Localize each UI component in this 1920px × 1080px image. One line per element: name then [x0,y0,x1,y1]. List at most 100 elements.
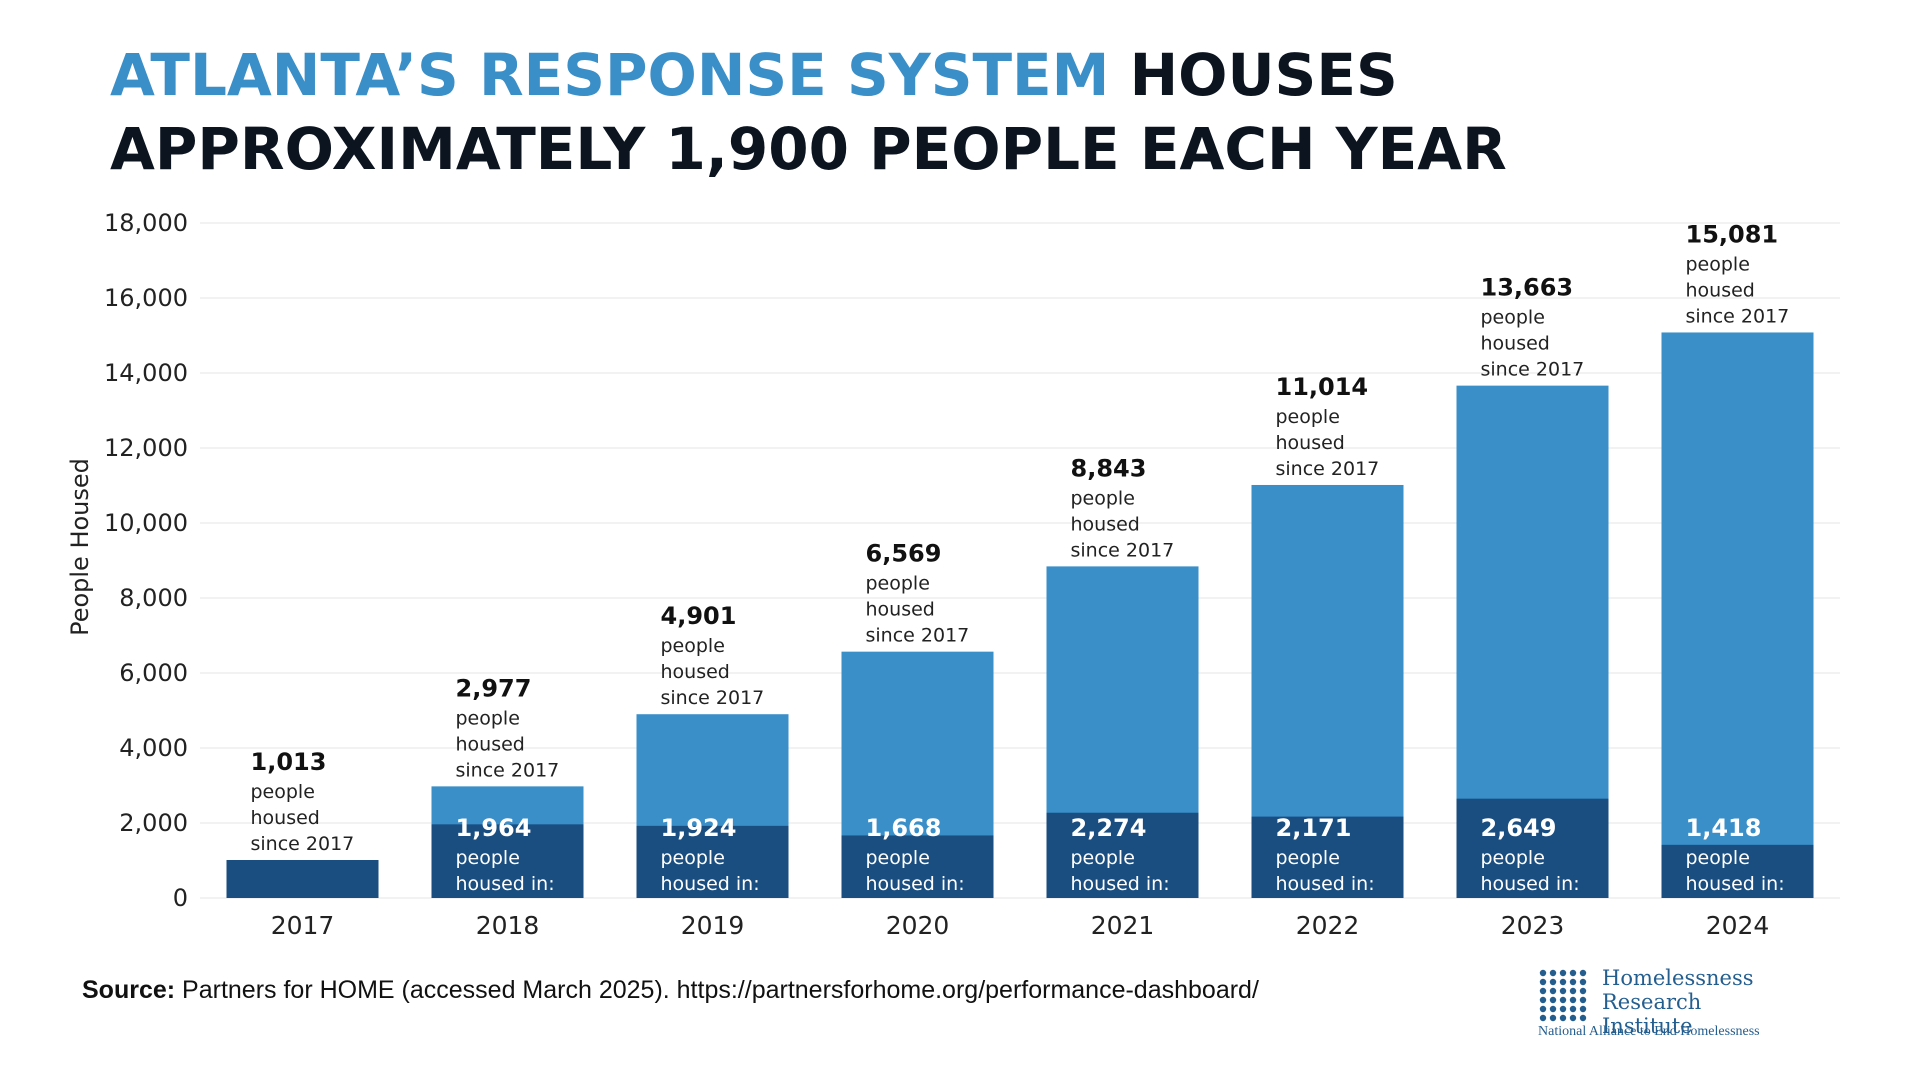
yearly-caption: people [661,847,725,869]
y-tick-label: 6,000 [119,659,188,687]
bar-yearly [431,824,584,898]
cumulative-caption: since 2017 [661,687,765,709]
bar-yearly [226,860,379,898]
logo-dot [1569,1005,1577,1013]
bar-yearly [1661,844,1814,898]
yearly-caption: housed in: [1276,873,1375,895]
yearly-value-label: 2,649 [1481,814,1557,842]
cumulative-caption: people [1071,487,1135,509]
cumulative-caption: people [866,573,930,595]
source-text: Partners for HOME (accessed March 2025).… [175,976,1259,1004]
source-label: Source: [82,976,176,1004]
cumulative-caption: people [661,635,725,657]
logo-dot [1539,987,1547,995]
cumulative-value-label: 4,901 [661,602,737,630]
x-tick-label: 2021 [1091,911,1155,940]
cumulative-caption: housed [866,599,935,621]
logo-dot [1539,969,1547,977]
logo-dot [1569,1014,1577,1022]
y-tick-label: 8,000 [119,584,188,612]
logo-name: Homelessness Research Institute [1602,966,1798,1038]
cumulative-caption: people [1276,406,1340,428]
x-tick-label: 2023 [1501,911,1565,940]
cumulative-value-label: 13,663 [1481,274,1574,302]
logo-dot [1579,987,1587,995]
yearly-caption: people [866,847,930,869]
x-tick-label: 2018 [476,911,540,940]
cumulative-caption: since 2017 [456,759,560,781]
cumulative-value-label: 6,569 [866,540,942,568]
logo-dot [1559,996,1567,1004]
logo-dot [1549,969,1557,977]
logo-dot [1559,1005,1567,1013]
cumulative-caption: since 2017 [1481,359,1585,381]
logo-dot [1539,1014,1547,1022]
cumulative-caption: housed [661,661,730,683]
title-accent: ATLANTA’S RESPONSE SYSTEM [110,41,1110,109]
x-tick-label: 2022 [1296,911,1360,940]
yearly-caption: people [1071,847,1135,869]
cumulative-value-label: 1,013 [251,748,327,776]
logo-dot [1549,1014,1557,1022]
yearly-caption: housed in: [1071,873,1170,895]
logo-dot [1579,1014,1587,1022]
logo-dot [1569,978,1577,986]
cumulative-caption: people [1481,307,1545,329]
bar-yearly [1456,798,1609,898]
cumulative-caption: housed [1481,333,1550,355]
yearly-caption: housed in: [866,873,965,895]
title-line2: APPROXIMATELY 1,900 PEOPLE EACH YEAR [110,115,1507,183]
y-tick-label: 12,000 [104,434,188,462]
logo-dot [1549,1005,1557,1013]
logo-dot [1569,996,1577,1004]
bar-yearly [1251,816,1404,898]
yearly-caption: housed in: [1686,873,1785,895]
logo-name-line2: Research Institute [1602,990,1702,1038]
yearly-value-label: 1,668 [866,814,942,842]
y-tick-label: 2,000 [119,809,188,837]
yearly-caption: people [1276,847,1340,869]
cumulative-value-label: 11,014 [1276,373,1369,401]
yearly-value-label: 1,924 [661,814,737,842]
cumulative-value-label: 2,977 [456,674,532,702]
bar-yearly [1046,812,1199,898]
y-tick-label: 18,000 [104,209,188,237]
y-tick-label: 0 [173,884,188,912]
yearly-caption: people [1481,847,1545,869]
logo-dot [1549,978,1557,986]
hri-logo: Homelessness Research Institute National… [1538,962,1798,1052]
yearly-caption: people [456,847,520,869]
logo-dot [1559,978,1567,986]
logo-dot [1559,1014,1567,1022]
yearly-caption: housed in: [456,873,555,895]
source-note: Source: Partners for HOME (accessed Marc… [82,976,1259,1005]
yearly-caption: people [1686,847,1750,869]
chart-title: ATLANTA’S RESPONSE SYSTEM HOUSES APPROXI… [110,38,1507,186]
logo-dot [1549,987,1557,995]
logo-dot [1579,978,1587,986]
cumulative-caption: since 2017 [866,625,970,647]
cumulative-caption: people [456,707,520,729]
cumulative-caption: since 2017 [1686,305,1790,327]
cumulative-caption: people [251,781,315,803]
cumulative-caption: housed [456,733,525,755]
bar-cumulative [1661,332,1814,898]
bar-yearly [636,825,789,898]
x-tick-label: 2017 [271,911,335,940]
y-tick-label: 10,000 [104,509,188,537]
cumulative-caption: people [1686,253,1750,275]
yearly-caption: housed in: [661,873,760,895]
yearly-value-label: 2,171 [1276,814,1352,842]
logo-dots-icon [1539,969,1587,1022]
bar-chart: 0 2,000 4,000 6,000 8,000 10,000 12,000 14,000 1… [66,209,1840,940]
x-tick-label: 2020 [886,911,950,940]
title-rest: HOUSES [1129,41,1398,109]
y-tick-label: 14,000 [104,359,188,387]
y-tick-label: 16,000 [104,284,188,312]
yearly-value-label: 1,964 [456,814,532,842]
logo-dot [1579,969,1587,977]
cumulative-caption: housed [1071,513,1140,535]
cumulative-caption: housed [1686,279,1755,301]
cumulative-value-label: 8,843 [1071,454,1147,482]
bar-yearly [841,835,994,898]
